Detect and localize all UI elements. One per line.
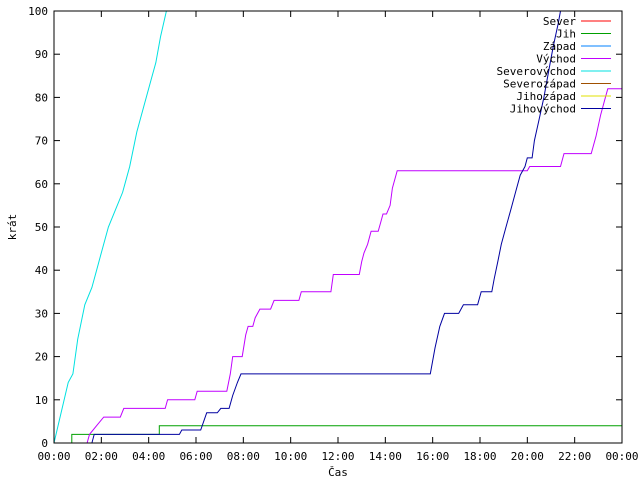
x-tick-label: 00:00 [37,450,70,463]
x-tick-label: 22:00 [558,450,591,463]
x-tick-label: 02:00 [85,450,118,463]
legend-label: Sever [543,15,576,28]
y-tick-label: 80 [35,91,48,104]
x-axis-label: Čas [328,466,348,479]
legend: SeverJihZápadVýchodSeverovýchodSeverozáp… [497,15,611,116]
legend-label: Severovýchod [497,65,576,78]
y-axis-label: krát [6,214,19,241]
x-tick-label: 10:00 [274,450,307,463]
legend-label: Jihovýchod [510,103,576,116]
y-tick-label: 0 [41,437,48,450]
y-tick-label: 10 [35,394,48,407]
x-tick-label: 20:00 [511,450,544,463]
series-line-5 [53,10,167,444]
legend-label: Východ [536,53,576,66]
y-tick-label: 40 [35,264,48,277]
axis-layer: 0 10 20 30 40 50 60 70 80 90 100 00:00 02:00 04:00 06:… [28,5,638,463]
y-tick-label: 70 [35,135,48,148]
x-tick-label: 08:00 [227,450,260,463]
legend-label: Západ [543,40,576,53]
x-tick-label: 14:00 [369,450,402,463]
series-line-4 [86,88,622,444]
y-tick-label: 60 [35,178,48,191]
x-tick-label: 18:00 [463,450,496,463]
x-tick-label: 06:00 [179,450,212,463]
legend-label: Jih [556,28,576,41]
x-tick-label: 12:00 [321,450,354,463]
x-tick-label: 00:00 [605,450,638,463]
x-tick-label: 16:00 [416,450,449,463]
x-tick-label: 04:00 [132,450,165,463]
y-tick-label: 20 [35,351,48,364]
y-tick-label: 100 [28,5,48,18]
series-line-8 [91,10,561,444]
series-layer [53,10,622,444]
legend-label: Severozápad [503,78,576,91]
legend-label: Jihozápad [516,90,576,103]
y-tick-label: 50 [35,221,48,234]
y-tick-label: 30 [35,307,48,320]
y-tick-label: 90 [35,48,48,61]
